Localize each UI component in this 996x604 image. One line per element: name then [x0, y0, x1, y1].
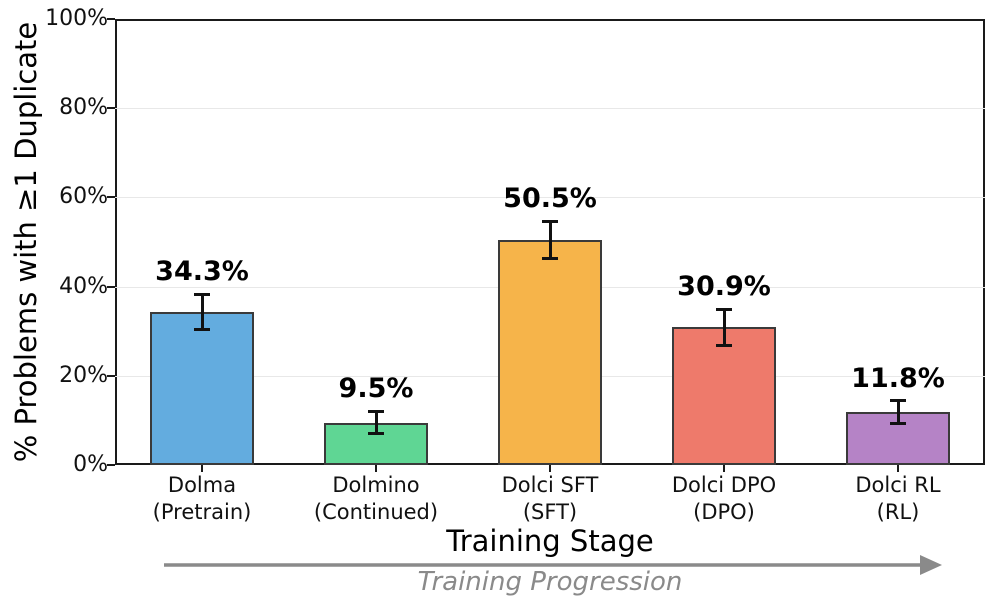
y-tick-mark: [107, 464, 115, 466]
y-tick-label: 100%: [45, 6, 108, 31]
x-tick-label: Dolmino (Continued): [313, 473, 439, 524]
y-tick-label: 80%: [59, 95, 108, 121]
x-tick-label: Dolci DPO (DPO): [671, 473, 777, 524]
y-tick-label: 20%: [59, 362, 108, 388]
gridline: [115, 108, 985, 110]
x-tick-label: Dolma (Pretrain): [152, 473, 252, 524]
error-bar-cap: [716, 307, 732, 311]
bar-value-label: 11.8%: [851, 362, 945, 394]
error-bar-cap: [542, 219, 558, 223]
bar-value-label: 34.3%: [155, 256, 249, 288]
y-tick-mark: [107, 374, 115, 377]
x-tick-label: Dolci SFT (SFT): [501, 473, 599, 524]
x-axis-label: Training Stage: [446, 524, 654, 558]
bar-value-label: 9.5%: [338, 373, 414, 405]
x-tick-mark: [549, 465, 551, 472]
y-tick-label: 60%: [59, 184, 108, 210]
error-bar: [896, 400, 900, 424]
error-bar: [374, 411, 378, 434]
bar-value-label: 50.5%: [503, 183, 597, 215]
error-bar-cap: [368, 409, 384, 413]
error-bar-cap: [890, 399, 906, 403]
x-tick-mark: [723, 465, 725, 472]
training-progression-label: Training Progression: [417, 567, 683, 597]
error-bar: [722, 309, 726, 346]
error-bar-cap: [368, 432, 384, 436]
bar-value-label: 30.9%: [677, 271, 771, 303]
y-tick-mark: [107, 107, 115, 110]
error-bar-cap: [716, 343, 732, 347]
plot-area: 34.3% 9.5% 50.5% 30.9% 11.8%: [115, 19, 985, 465]
error-bar-cap: [890, 422, 906, 426]
x-tick-label: Dolci RL (RL): [855, 473, 941, 524]
error-bar: [200, 294, 204, 330]
bar: [498, 239, 602, 465]
error-bar-cap: [194, 292, 210, 296]
bar: [672, 327, 776, 465]
error-bar-cap: [542, 257, 558, 261]
y-tick-mark: [107, 285, 115, 288]
y-tick-mark: [107, 196, 115, 199]
y-tick-label: 0%: [73, 452, 108, 477]
bar: [150, 312, 254, 465]
x-tick-mark: [897, 465, 899, 472]
error-bar-cap: [194, 328, 210, 332]
x-tick-mark: [375, 465, 377, 472]
error-bar: [548, 221, 552, 259]
training-progression-arrow-icon: [164, 555, 942, 575]
y-axis-label: % Problems with ≥1 Duplicate: [9, 21, 43, 463]
x-tick-mark: [201, 465, 203, 472]
gridline: [115, 197, 985, 199]
y-tick-mark: [107, 18, 115, 20]
y-tick-label: 40%: [59, 273, 108, 299]
